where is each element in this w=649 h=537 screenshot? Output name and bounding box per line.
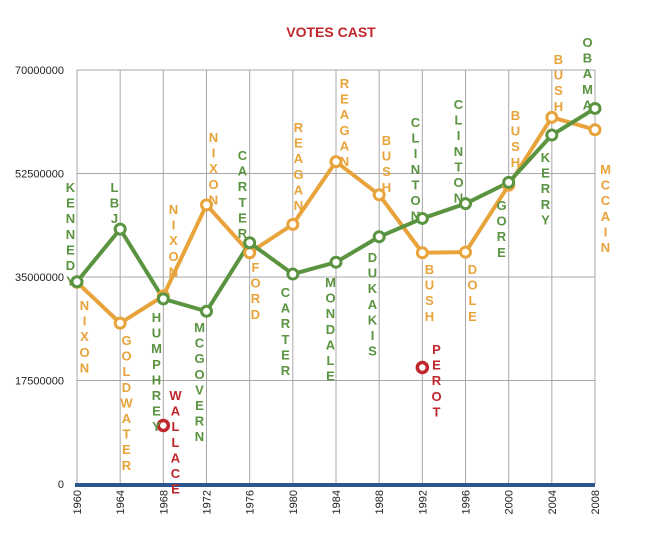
x-tick-label: 1976 — [245, 490, 257, 514]
republican-point — [545, 110, 559, 124]
democrat-point — [588, 101, 602, 115]
third-party-point — [156, 418, 171, 433]
x-tick-label: 1984 — [331, 490, 343, 514]
republican-point — [459, 245, 472, 259]
democrat-point — [200, 304, 213, 318]
x-tick-label: 1996 — [461, 490, 473, 514]
republican-point — [372, 188, 386, 202]
democrat-point — [286, 267, 300, 281]
x-tick-label: 1992 — [417, 490, 429, 514]
democrat-point — [156, 292, 170, 306]
democrat-point — [545, 128, 559, 142]
x-tick-label: 1960 — [72, 490, 84, 514]
data-points — [70, 101, 602, 433]
democrat-point — [329, 255, 343, 269]
x-tick-label: 1964 — [115, 490, 127, 514]
x-tick-label: 2000 — [504, 490, 516, 514]
republican-point — [415, 246, 429, 260]
republican-point — [286, 217, 300, 231]
x-axis-ticks: 1960 1964 1968 1972 1976 1980 1984 1988 1992 1996… — [72, 490, 602, 514]
y-tick-label: 35000000 — [15, 272, 64, 284]
democrat-point — [459, 197, 472, 211]
democrat-point — [243, 236, 257, 250]
x-tick-label: 1980 — [288, 490, 300, 514]
x-tick-label: 2004 — [547, 490, 559, 514]
y-tick-label: 17500000 — [15, 376, 64, 388]
chart-title: VOTES CAST — [286, 24, 376, 40]
y-axis-ticks: 0 17500000 35000000 52500000 70000000 — [15, 65, 64, 491]
x-tick-label: 1988 — [374, 490, 386, 514]
x-tick-label: 1972 — [202, 490, 214, 514]
y-tick-label: 70000000 — [15, 65, 64, 77]
x-tick-label: 1968 — [158, 490, 170, 514]
republican-point — [243, 246, 257, 260]
third-party-point — [415, 360, 430, 375]
y-tick-label: 0 — [58, 479, 64, 491]
republican-point — [588, 123, 602, 137]
x-tick-label: 2008 — [590, 490, 602, 514]
republican-point — [200, 198, 213, 212]
republican-point — [113, 316, 127, 330]
grid — [75, 69, 596, 487]
democrat-point — [372, 230, 386, 244]
democrat-point — [502, 175, 516, 189]
y-tick-label: 52500000 — [15, 169, 64, 181]
democrat-point — [70, 275, 84, 289]
democrat-point — [113, 222, 127, 236]
republican-point — [329, 155, 343, 169]
democrat-point — [415, 211, 429, 225]
